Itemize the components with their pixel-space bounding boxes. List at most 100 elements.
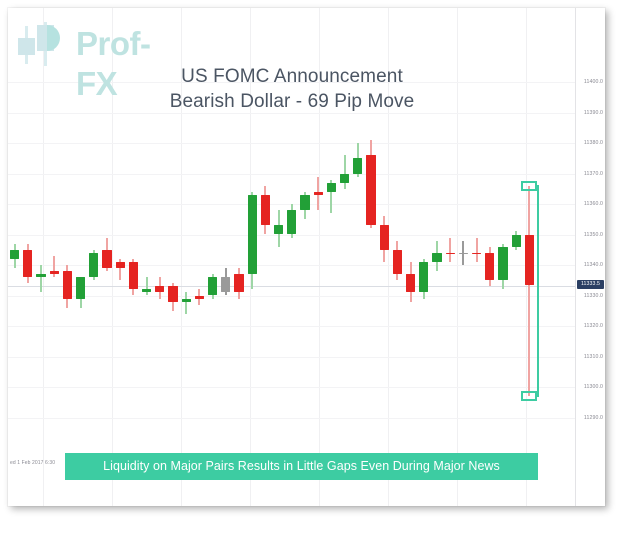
candle-body bbox=[485, 252, 495, 281]
candlestick bbox=[445, 8, 455, 506]
candle-body bbox=[194, 295, 204, 299]
candlestick bbox=[181, 8, 191, 506]
candle-body bbox=[326, 182, 336, 192]
candlestick bbox=[76, 8, 86, 506]
grid-line-vertical bbox=[181, 8, 182, 506]
candlestick bbox=[221, 8, 231, 506]
candlestick bbox=[432, 8, 442, 506]
candlestick bbox=[366, 8, 376, 506]
chart-card: US FOMC Announcement Bearish Dollar - 69… bbox=[8, 8, 605, 506]
candle-body bbox=[168, 286, 178, 302]
candlestick bbox=[498, 8, 508, 506]
caption-banner: Liquidity on Major Pairs Results in Litt… bbox=[65, 453, 538, 480]
candlestick bbox=[208, 8, 218, 506]
price-tick: 11340.0 bbox=[583, 262, 603, 268]
candlestick bbox=[458, 8, 468, 506]
current-price-badge: 11333.5 bbox=[577, 280, 604, 290]
grid-line-horizontal bbox=[8, 173, 576, 175]
candle-body bbox=[313, 191, 323, 195]
candlestick bbox=[62, 8, 72, 506]
candle-wick bbox=[343, 155, 346, 189]
grid-line-horizontal bbox=[8, 356, 576, 358]
time-axis-label: ed 1 Feb 2017 6:30 bbox=[10, 460, 56, 466]
candle-body bbox=[76, 277, 86, 299]
candle-body bbox=[128, 261, 138, 290]
candle-wick bbox=[185, 292, 188, 314]
candle-body bbox=[115, 261, 125, 269]
price-tick: 11290.0 bbox=[583, 414, 603, 421]
grid-line-vertical bbox=[43, 8, 44, 506]
candle-body bbox=[419, 261, 429, 293]
price-tick: 11330.0 bbox=[583, 292, 603, 299]
grid-line-horizontal bbox=[8, 82, 576, 83]
candlestick bbox=[128, 8, 138, 506]
candlestick bbox=[89, 8, 99, 506]
candlestick bbox=[142, 8, 152, 506]
prof-fx-logo: Prof-FX bbox=[16, 22, 186, 102]
candlestick bbox=[102, 8, 112, 506]
candlestick bbox=[115, 8, 125, 506]
grid-line-horizontal bbox=[8, 387, 576, 388]
candlestick bbox=[353, 8, 363, 506]
candlestick bbox=[274, 8, 284, 506]
candle-body bbox=[10, 249, 20, 259]
grid-line-vertical bbox=[388, 8, 389, 506]
grid-line-horizontal bbox=[8, 326, 576, 327]
candle-wick bbox=[528, 185, 531, 397]
candle-body bbox=[260, 194, 270, 226]
price-tick: 11320.0 bbox=[583, 323, 603, 329]
candlestick bbox=[419, 8, 429, 506]
candle-body bbox=[234, 274, 244, 293]
candlestick bbox=[247, 8, 257, 506]
candle-body bbox=[472, 252, 482, 255]
candlestick bbox=[406, 8, 416, 506]
candle-wick bbox=[39, 265, 42, 293]
candle-body bbox=[208, 277, 218, 296]
candlestick bbox=[524, 8, 534, 506]
candlestick bbox=[379, 8, 389, 506]
price-axis[interactable]: 11333.5 11400.0 11390.0 11380.0 11370.0 1136… bbox=[575, 8, 605, 506]
candle-wick bbox=[145, 277, 148, 296]
annotation-right-rail bbox=[537, 184, 539, 398]
candle-wick bbox=[330, 179, 333, 214]
candle-body bbox=[36, 274, 46, 278]
price-tick: 11360.0 bbox=[583, 201, 603, 207]
candlestick bbox=[36, 8, 46, 506]
candlestick-p-mark-icon bbox=[18, 22, 60, 66]
candle-body bbox=[353, 158, 363, 174]
candlestick bbox=[10, 8, 20, 506]
price-midline bbox=[8, 286, 576, 288]
candle-body bbox=[392, 249, 402, 275]
chart-plot-area[interactable] bbox=[8, 8, 576, 506]
candle-body bbox=[23, 249, 33, 278]
candlestick bbox=[313, 8, 323, 506]
candle-body bbox=[366, 155, 376, 226]
grid-line-vertical bbox=[457, 8, 458, 506]
candle-body bbox=[406, 274, 416, 293]
candlestick bbox=[300, 8, 310, 506]
candlestick bbox=[155, 8, 165, 506]
grid-line-horizontal bbox=[8, 112, 576, 114]
candle-body bbox=[300, 194, 310, 211]
price-tick: 11400.0 bbox=[583, 79, 603, 85]
price-tick: 11380.0 bbox=[583, 140, 603, 146]
candle-wick bbox=[449, 237, 452, 262]
candle-body bbox=[432, 252, 442, 262]
candle-body bbox=[221, 277, 231, 293]
candle-body bbox=[445, 252, 455, 255]
logo-wordmark: Prof-FX bbox=[76, 25, 151, 102]
candlestick bbox=[485, 8, 495, 506]
candle-body bbox=[62, 271, 72, 299]
candlestick bbox=[511, 8, 521, 506]
grid-line-horizontal bbox=[8, 265, 576, 266]
candle-body bbox=[102, 249, 112, 269]
price-tick: 11370.0 bbox=[583, 170, 603, 177]
candlestick bbox=[472, 8, 482, 506]
price-tick: 11310.0 bbox=[583, 353, 603, 360]
candle-body bbox=[498, 246, 508, 281]
candle-body bbox=[274, 225, 284, 235]
candlestick bbox=[260, 8, 270, 506]
grid-line-horizontal bbox=[8, 417, 576, 419]
candle-body bbox=[49, 271, 59, 275]
candlestick bbox=[340, 8, 350, 506]
